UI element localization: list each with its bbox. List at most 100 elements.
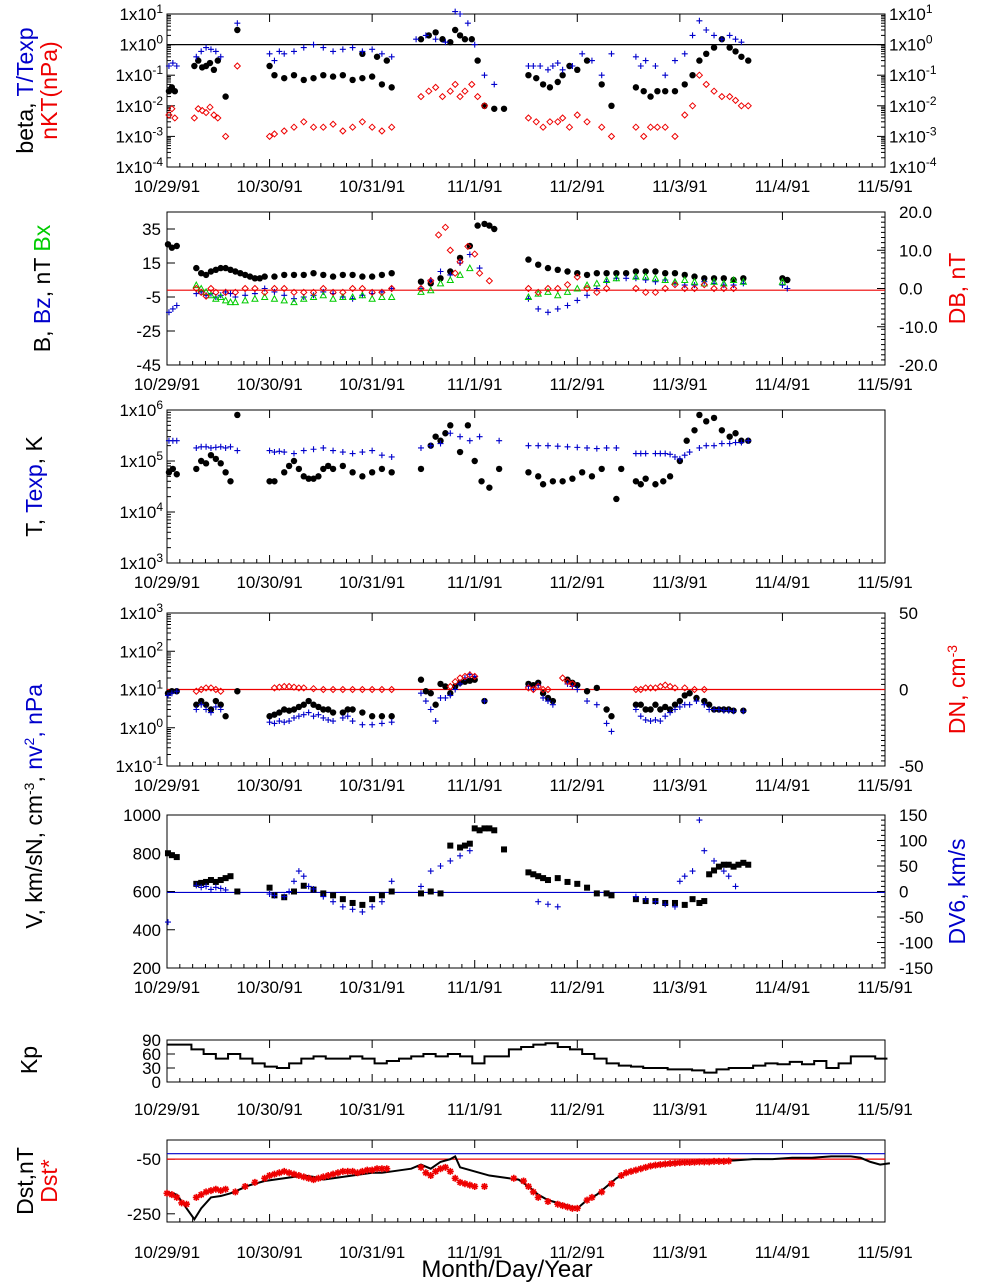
data-point	[554, 305, 561, 312]
y-tick-label: 200	[133, 959, 161, 978]
data-point	[573, 1204, 581, 1212]
data-point	[329, 294, 337, 302]
data-point	[359, 908, 366, 915]
data-point	[456, 270, 464, 278]
data-point	[191, 62, 198, 70]
data-point	[368, 273, 376, 280]
data-point	[554, 78, 561, 86]
data-point	[378, 127, 386, 135]
data-point	[165, 62, 172, 69]
data-point	[726, 44, 733, 51]
data-point	[226, 298, 235, 306]
data-point	[720, 275, 728, 282]
data-point	[265, 132, 274, 141]
x-tick-label: 11/2/91	[550, 1243, 605, 1262]
data-point	[730, 708, 737, 715]
data-point	[212, 48, 219, 55]
right-y-tick-label: 0.0	[899, 280, 923, 299]
data-point	[627, 1167, 635, 1175]
data-point	[642, 268, 649, 275]
data-point	[432, 36, 439, 43]
data-point	[369, 896, 376, 903]
data-point	[171, 88, 179, 95]
data-point	[202, 108, 210, 117]
data-point	[457, 680, 464, 687]
data-point	[546, 84, 554, 91]
data-point	[461, 36, 469, 43]
data-point	[695, 71, 704, 79]
y-tick-label: 1x102	[119, 639, 163, 661]
y-axis-title: Dst,nT	[12, 1147, 38, 1215]
data-point	[715, 863, 722, 870]
data-point	[613, 444, 620, 451]
right-y-tick-label: 10.0	[899, 241, 932, 260]
data-point	[466, 1181, 474, 1189]
data-point	[212, 1185, 220, 1193]
y-axis-title: B, Bz, nT Bx	[29, 224, 55, 352]
data-point	[681, 452, 688, 459]
y-axis-title: beta, T/Texp	[12, 27, 38, 153]
data-point	[266, 1172, 274, 1180]
data-point	[671, 270, 679, 277]
data-point	[190, 114, 199, 122]
data-point	[197, 288, 205, 297]
x-tick-label: 10/29/91	[134, 978, 200, 997]
data-point	[207, 709, 214, 716]
y-tick-label: 1x10-2	[115, 94, 163, 116]
x-tick-label: 10/30/91	[236, 573, 302, 592]
data-point	[290, 123, 298, 131]
data-point	[368, 685, 376, 694]
data-point	[193, 444, 200, 451]
data-point	[339, 462, 347, 470]
data-point	[320, 890, 327, 897]
data-point	[276, 48, 283, 55]
data-point	[383, 57, 390, 64]
data-point	[632, 53, 639, 60]
data-point	[466, 677, 474, 684]
data-point	[368, 713, 376, 720]
data-point	[266, 478, 273, 485]
x-tick-label: 11/2/91	[550, 978, 605, 997]
data-point	[432, 701, 439, 708]
data-point	[330, 48, 337, 55]
data-point	[564, 443, 571, 450]
data-point	[197, 697, 205, 705]
data-point	[661, 123, 669, 131]
data-point	[637, 713, 644, 720]
data-point	[348, 292, 357, 300]
x-tick-label: 11/1/91	[447, 978, 502, 997]
data-point	[554, 1200, 562, 1208]
data-point	[300, 44, 307, 51]
data-point	[461, 678, 469, 685]
data-point	[369, 903, 376, 910]
data-point	[703, 50, 710, 58]
data-point	[564, 1203, 572, 1211]
data-point	[344, 1167, 352, 1175]
data-point	[661, 681, 669, 689]
data-point	[198, 48, 205, 55]
data-point	[441, 1163, 449, 1171]
data-point	[651, 1161, 659, 1169]
data-point	[535, 898, 542, 905]
data-point	[529, 1188, 537, 1196]
data-point	[310, 713, 317, 720]
data-point	[535, 442, 542, 449]
data-point	[217, 885, 224, 892]
data-point	[710, 414, 718, 422]
data-point	[553, 291, 562, 299]
data-point	[422, 1169, 430, 1177]
x-tick-label: 10/31/91	[339, 573, 405, 592]
data-point	[671, 701, 679, 708]
data-point	[784, 285, 791, 292]
data-point	[647, 1162, 655, 1170]
data-point	[234, 888, 241, 895]
data-point	[231, 288, 240, 297]
data-point	[266, 884, 273, 891]
data-point	[524, 292, 533, 300]
data-point	[207, 886, 214, 893]
data-point	[207, 291, 215, 299]
data-point	[212, 685, 220, 694]
data-point	[524, 684, 533, 692]
data-point	[457, 433, 464, 440]
data-point	[202, 701, 210, 708]
